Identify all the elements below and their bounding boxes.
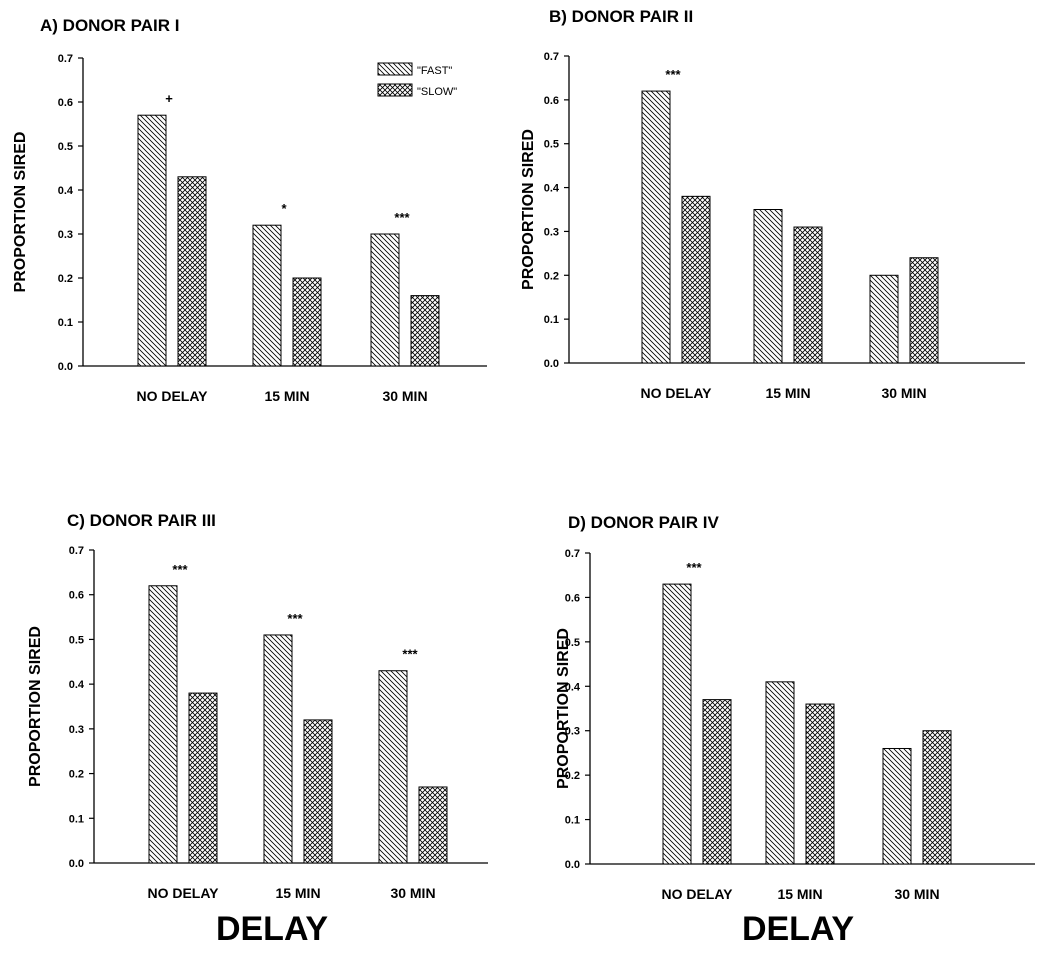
chart-title: A) DONOR PAIR I (40, 16, 179, 35)
bar-fast (253, 225, 281, 366)
legend-swatch-fast (378, 63, 412, 75)
bar-fast (883, 748, 911, 864)
x-axis-label: DELAY (216, 910, 328, 948)
y-tick-label: 0.6 (565, 592, 580, 604)
legend: "FAST" "SLOW" (378, 63, 457, 98)
panels: A) DONOR PAIR I PROPORTION SIRED 0.0 0.1 0.2… (12, 7, 1035, 948)
x-category-label: 30 MIN (894, 886, 939, 902)
y-tick-label: 0.0 (544, 358, 559, 370)
bar-slow (178, 177, 206, 366)
y-tick-label: 0.7 (58, 53, 73, 65)
x-category-label: 30 MIN (881, 385, 926, 401)
y-tick-label: 0.3 (565, 726, 580, 738)
bar-slow (910, 258, 938, 363)
chart-title: C) DONOR PAIR III (67, 511, 216, 530)
legend-label-fast: "FAST" (417, 65, 452, 77)
y-tick-label: 0.6 (58, 97, 73, 109)
bar-slow (806, 704, 834, 864)
y-tick-label: 0.2 (544, 270, 559, 282)
y-axis-label: PROPORTION SIRED (27, 626, 44, 787)
y-tick-label: 0.7 (565, 548, 580, 560)
y-tick-label: 0.5 (544, 139, 559, 151)
bar-fast (766, 682, 794, 864)
bar-slow (419, 787, 447, 863)
y-tick-label: 0.1 (544, 314, 559, 326)
x-category-label: NO DELAY (136, 388, 208, 404)
x-category-label: 15 MIN (765, 385, 810, 401)
y-tick-label: 0.3 (544, 226, 559, 238)
y-tick-label: 0.0 (58, 361, 73, 373)
bar-fast (264, 635, 292, 863)
y-tick-label: 0.2 (69, 769, 84, 781)
bar-fast (870, 275, 898, 363)
bar-slow (293, 278, 321, 366)
y-axis-label: PROPORTION SIRED (520, 129, 537, 290)
chart-panel-1: A) DONOR PAIR I PROPORTION SIRED 0.0 0.1 0.2… (12, 16, 487, 404)
x-axis-label: DELAY (742, 910, 854, 948)
y-tick-label: 0.1 (58, 317, 73, 329)
bar-fast (149, 586, 177, 863)
chart-panel-4: D) DONOR PAIR IV PROPORTION SIRED 0.0 0.1 0.… (555, 513, 1035, 948)
y-tick-label: 0.4 (544, 183, 560, 195)
significance-marker: *** (686, 560, 702, 575)
bar-slow (703, 700, 731, 864)
y-tick-label: 0.0 (69, 858, 84, 870)
y-tick-label: 0.5 (58, 141, 73, 153)
significance-marker: *** (394, 210, 410, 225)
bar-fast (642, 91, 670, 363)
x-category-label: 15 MIN (264, 388, 309, 404)
chart-title: D) DONOR PAIR IV (568, 513, 719, 532)
y-tick-label: 0.5 (565, 637, 580, 649)
y-tick-label: 0.6 (69, 590, 84, 602)
y-tick-label: 0.3 (69, 724, 84, 736)
y-tick-label: 0.0 (565, 859, 580, 871)
bar-fast (371, 234, 399, 366)
y-axis-label: PROPORTION SIRED (12, 132, 29, 293)
bar-fast (379, 671, 407, 863)
y-tick-label: 0.4 (58, 185, 74, 197)
legend-swatch-slow (378, 84, 412, 96)
chart-title: B) DONOR PAIR II (549, 7, 693, 26)
y-tick-label: 0.2 (565, 770, 580, 782)
bar-slow (189, 693, 217, 863)
bar-slow (794, 227, 822, 363)
x-category-label: NO DELAY (661, 886, 733, 902)
significance-marker: *** (402, 647, 418, 662)
chart-panel-2: B) DONOR PAIR II PROPORTION SIRED 0.0 0.1 0.… (520, 7, 1025, 401)
x-category-label: 30 MIN (390, 885, 435, 901)
y-tick-label: 0.4 (565, 681, 581, 693)
bar-slow (682, 196, 710, 363)
bar-slow (411, 296, 439, 366)
y-tick-label: 0.7 (69, 545, 84, 557)
y-axis-label: PROPORTION SIRED (555, 628, 572, 789)
y-tick-label: 0.1 (69, 813, 84, 825)
significance-marker: *** (172, 562, 188, 577)
legend-label-slow: "SLOW" (417, 86, 457, 98)
chart-panel-3: C) DONOR PAIR III PROPORTION SIRED 0.0 0.1 0… (27, 511, 488, 948)
x-category-label: NO DELAY (147, 885, 219, 901)
bar-fast (138, 115, 166, 366)
y-tick-label: 0.5 (69, 634, 84, 646)
x-category-label: 15 MIN (275, 885, 320, 901)
significance-marker: * (281, 201, 287, 216)
x-category-label: 30 MIN (382, 388, 427, 404)
significance-marker: + (165, 91, 173, 106)
x-category-label: NO DELAY (640, 385, 712, 401)
bar-fast (663, 584, 691, 864)
y-tick-label: 0.2 (58, 273, 73, 285)
y-tick-label: 0.3 (58, 229, 73, 241)
y-tick-label: 0.7 (544, 51, 559, 63)
y-tick-label: 0.6 (544, 95, 559, 107)
y-tick-label: 0.1 (565, 815, 580, 827)
significance-marker: *** (665, 67, 681, 82)
bar-fast (754, 210, 782, 364)
significance-marker: *** (287, 611, 303, 626)
bar-slow (304, 720, 332, 863)
x-category-label: 15 MIN (777, 886, 822, 902)
bar-slow (923, 731, 951, 864)
y-tick-label: 0.4 (69, 679, 85, 691)
